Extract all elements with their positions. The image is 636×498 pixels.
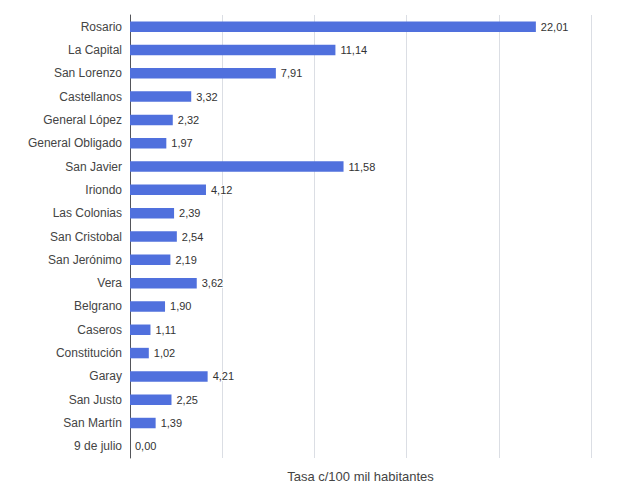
svg-text:4,21: 4,21: [213, 370, 234, 382]
svg-text:Tasa c/100 mil habitantes: Tasa c/100 mil habitantes: [287, 469, 434, 484]
svg-text:Castellanos: Castellanos: [59, 90, 122, 104]
svg-text:2,19: 2,19: [175, 254, 196, 266]
svg-text:General Obligado: General Obligado: [28, 136, 122, 150]
svg-text:San Javier: San Javier: [65, 160, 122, 174]
svg-text:Las Colonias: Las Colonias: [53, 206, 122, 220]
svg-text:1,97: 1,97: [171, 137, 192, 149]
svg-text:11,14: 11,14: [340, 44, 367, 56]
svg-text:San Lorenzo: San Lorenzo: [54, 66, 122, 80]
svg-text:San Jerónimo: San Jerónimo: [48, 253, 122, 267]
svg-text:9 de julio: 9 de julio: [74, 439, 122, 453]
svg-text:3,62: 3,62: [202, 277, 223, 289]
svg-text:4,12: 4,12: [211, 184, 232, 196]
svg-text:Iriondo: Iriondo: [85, 183, 122, 197]
svg-text:Garay: Garay: [89, 369, 122, 383]
svg-text:1,11: 1,11: [155, 324, 176, 336]
svg-text:La Capital: La Capital: [68, 43, 122, 57]
svg-text:1,39: 1,39: [161, 417, 182, 429]
svg-text:Caseros: Caseros: [77, 323, 122, 337]
svg-text:11,58: 11,58: [349, 161, 376, 173]
svg-text:2,25: 2,25: [176, 394, 197, 406]
svg-text:San Martín: San Martín: [63, 416, 122, 430]
svg-text:Rosario: Rosario: [81, 20, 123, 34]
svg-text:1,02: 1,02: [154, 347, 175, 359]
svg-text:3,32: 3,32: [196, 91, 217, 103]
svg-text:San Cristobal: San Cristobal: [50, 230, 122, 244]
svg-text:2,54: 2,54: [182, 231, 203, 243]
svg-text:22,01: 22,01: [541, 21, 569, 33]
svg-text:2,39: 2,39: [179, 207, 200, 219]
svg-text:Constitución: Constitución: [56, 346, 122, 360]
svg-text:Belgrano: Belgrano: [74, 299, 122, 313]
svg-text:1,90: 1,90: [170, 300, 191, 312]
svg-text:2,32: 2,32: [178, 114, 199, 126]
svg-text:San Justo: San Justo: [69, 393, 123, 407]
svg-text:General López: General López: [43, 113, 122, 127]
svg-text:0,00: 0,00: [135, 440, 156, 452]
svg-text:7,91: 7,91: [281, 67, 302, 79]
svg-text:Vera: Vera: [97, 276, 122, 290]
